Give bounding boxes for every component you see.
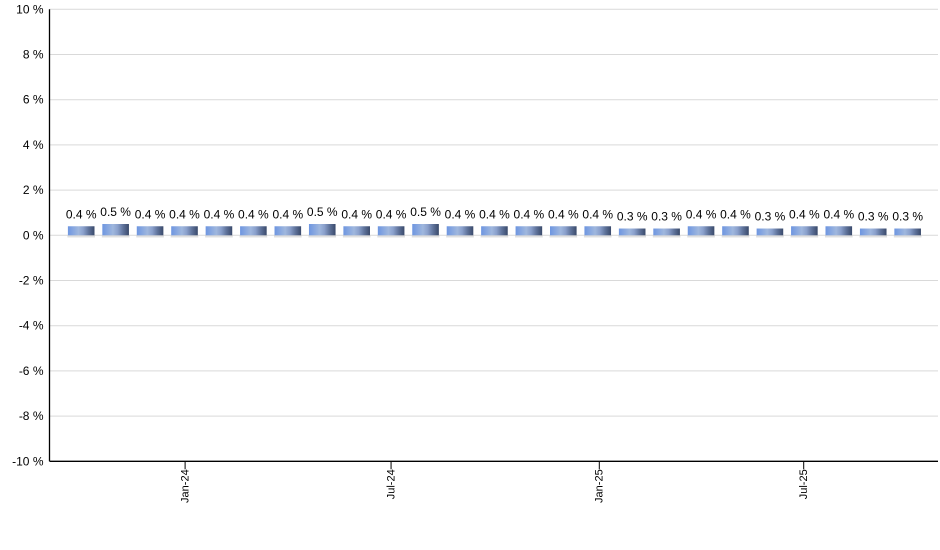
svg-text:0.4 %: 0.4 % <box>445 207 476 221</box>
svg-text:0.4 %: 0.4 % <box>272 207 303 221</box>
svg-text:0.4 %: 0.4 % <box>135 207 166 221</box>
svg-text:0.3 %: 0.3 % <box>892 210 923 224</box>
svg-text:-2 %: -2 % <box>19 274 44 288</box>
svg-text:0.4 %: 0.4 % <box>548 207 579 221</box>
svg-text:0.3 %: 0.3 % <box>755 210 786 224</box>
svg-text:Jul-25: Jul-25 <box>798 469 810 499</box>
svg-text:0.5 %: 0.5 % <box>307 205 338 219</box>
svg-text:0.4 %: 0.4 % <box>376 207 407 221</box>
svg-text:0.5 %: 0.5 % <box>410 205 441 219</box>
svg-text:-6 %: -6 % <box>19 364 44 378</box>
svg-text:Jan-25: Jan-25 <box>594 469 606 503</box>
svg-text:0.4 %: 0.4 % <box>720 207 751 221</box>
svg-text:10 %: 10 % <box>16 2 44 16</box>
svg-text:0.4 %: 0.4 % <box>479 207 510 221</box>
svg-text:8 %: 8 % <box>23 48 44 62</box>
svg-text:-4 %: -4 % <box>19 319 44 333</box>
svg-text:0.4 %: 0.4 % <box>686 207 717 221</box>
svg-text:Jan-24: Jan-24 <box>179 469 191 503</box>
svg-text:0.4 %: 0.4 % <box>789 207 820 221</box>
svg-text:4 %: 4 % <box>23 138 44 152</box>
svg-text:-10 %: -10 % <box>12 454 44 468</box>
svg-text:Jul-24: Jul-24 <box>385 469 397 499</box>
svg-text:0.4 %: 0.4 % <box>238 207 269 221</box>
svg-text:0.4 %: 0.4 % <box>204 207 235 221</box>
svg-text:0.4 %: 0.4 % <box>66 207 97 221</box>
svg-text:0.3 %: 0.3 % <box>617 210 648 224</box>
svg-text:0 %: 0 % <box>23 228 44 242</box>
svg-text:0.4 %: 0.4 % <box>582 207 613 221</box>
svg-text:0.4 %: 0.4 % <box>169 207 200 221</box>
svg-text:0.4 %: 0.4 % <box>341 207 372 221</box>
svg-text:0.3 %: 0.3 % <box>651 210 682 224</box>
svg-text:0.4 %: 0.4 % <box>823 207 854 221</box>
svg-text:0.3 %: 0.3 % <box>858 210 889 224</box>
svg-text:-8 %: -8 % <box>19 409 44 423</box>
svg-text:2 %: 2 % <box>23 183 44 197</box>
svg-text:6 %: 6 % <box>23 93 44 107</box>
svg-text:0.4 %: 0.4 % <box>514 207 545 221</box>
svg-text:0.5 %: 0.5 % <box>100 205 131 219</box>
